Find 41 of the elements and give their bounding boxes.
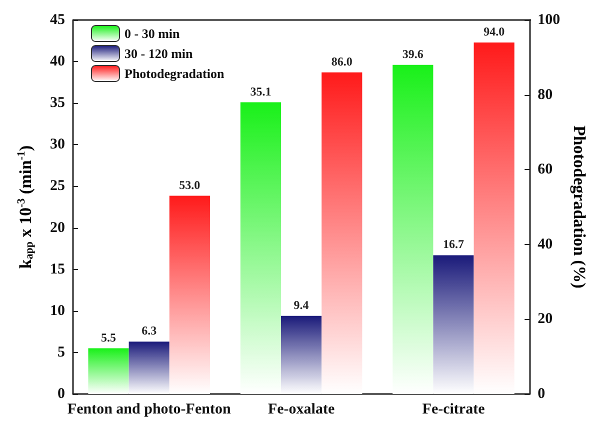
y-tick-label: 5	[58, 344, 65, 360]
y-tick-label: 20	[50, 220, 65, 236]
y-tick-label: 30	[50, 136, 65, 153]
data-label: 6.3	[142, 324, 157, 338]
y-axis-title: kapp x 10-3 (min-1)	[16, 145, 36, 269]
bar	[128, 342, 170, 394]
y2-tick-label: 80	[538, 86, 553, 103]
x-tick-label: Fe-citrate	[422, 402, 486, 418]
bar	[474, 42, 514, 394]
bar	[169, 196, 210, 394]
bar	[281, 316, 322, 394]
bar	[240, 102, 282, 394]
x-tick-label: Fenton and photo-Fenton	[67, 402, 232, 418]
y2-tick-label: 0	[538, 386, 546, 402]
y-tick-label: 35	[50, 95, 65, 112]
legend-label: Photodegradation	[124, 66, 225, 81]
y-tick-label: 10	[50, 302, 65, 319]
data-label: 9.4	[294, 298, 309, 312]
y-tick-label: 0	[58, 386, 65, 402]
y2-tick-label: 60	[538, 162, 553, 178]
bar	[322, 72, 362, 394]
legend-label: 30 - 120 min	[124, 46, 194, 61]
x-tick-label: Fe-oxalate	[268, 402, 335, 418]
y2-tick-label: 40	[538, 236, 553, 252]
y-tick-label: 15	[50, 261, 65, 278]
y-tick-label: 25	[50, 178, 65, 194]
data-label: 39.6	[402, 46, 424, 61]
data-label: 16.7	[443, 237, 464, 252]
data-label: 94.0	[484, 24, 505, 38]
y-tick-label: 40	[50, 54, 65, 70]
legend-label: 0 - 30 min	[124, 26, 181, 41]
y2-tick-label: 100	[538, 12, 560, 28]
data-label: 35.1	[250, 84, 272, 98]
data-label: 86.0	[331, 54, 352, 68]
y2-axis-title: Photodegradation (%)	[570, 126, 589, 288]
bar	[88, 348, 129, 394]
y-tick-label: 45	[50, 12, 65, 28]
bar	[392, 64, 434, 394]
data-label: 53.0	[179, 178, 200, 192]
data-label: 5.5	[101, 330, 116, 344]
y2-tick-label: 20	[538, 311, 553, 328]
